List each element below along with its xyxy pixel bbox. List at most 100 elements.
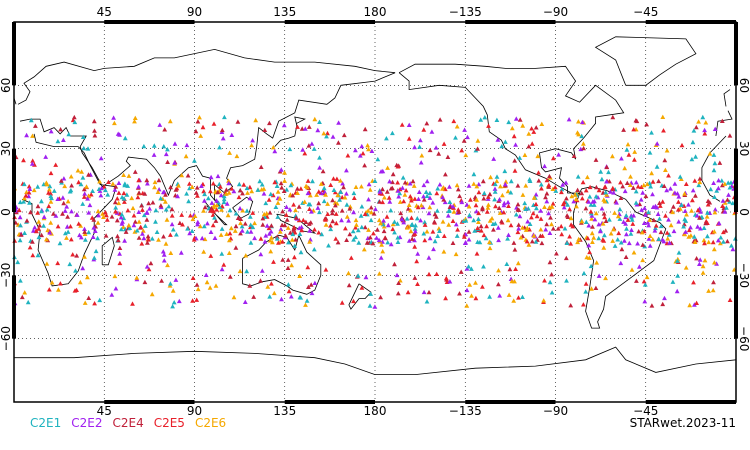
observation-marker xyxy=(585,174,590,180)
observation-marker xyxy=(240,208,246,213)
observation-marker xyxy=(474,251,480,256)
observation-marker xyxy=(205,195,211,201)
top-lon-label: −45 xyxy=(633,5,658,19)
observation-marker xyxy=(571,199,577,204)
observation-marker xyxy=(515,229,521,235)
observation-marker xyxy=(571,153,577,158)
observation-marker xyxy=(44,207,50,212)
observation-marker xyxy=(544,199,550,204)
observation-marker xyxy=(141,235,147,241)
coastline-path xyxy=(274,116,306,147)
observation-marker xyxy=(405,289,411,295)
observation-marker xyxy=(474,209,479,214)
observation-marker xyxy=(624,226,629,231)
observation-marker xyxy=(473,295,479,301)
observation-marker xyxy=(55,224,61,229)
observation-marker xyxy=(279,185,285,190)
observation-marker xyxy=(169,221,175,227)
observation-marker xyxy=(287,207,293,212)
observation-marker xyxy=(457,193,462,199)
observation-marker xyxy=(184,142,190,148)
observation-marker xyxy=(394,272,400,278)
observation-marker xyxy=(215,189,221,195)
observation-marker xyxy=(353,147,358,153)
observation-marker xyxy=(638,197,644,202)
observation-marker xyxy=(469,293,474,298)
observation-marker xyxy=(662,295,667,301)
observation-marker xyxy=(51,188,57,193)
observation-marker xyxy=(727,133,733,138)
observation-marker xyxy=(664,230,670,235)
observation-marker xyxy=(646,223,651,228)
observation-marker xyxy=(68,187,74,193)
observation-marker xyxy=(410,178,416,184)
observation-marker xyxy=(471,181,477,186)
observation-marker xyxy=(446,222,452,227)
observation-marker xyxy=(365,143,370,148)
observation-marker xyxy=(408,208,413,213)
observation-marker xyxy=(138,224,144,230)
observation-marker xyxy=(676,199,681,204)
observation-marker xyxy=(568,215,574,221)
observation-marker xyxy=(443,295,448,301)
observation-marker xyxy=(55,196,61,201)
observation-marker xyxy=(663,213,668,218)
observation-marker xyxy=(481,232,487,238)
observation-marker xyxy=(674,288,680,294)
observation-marker xyxy=(407,194,413,199)
observation-marker xyxy=(509,278,515,284)
observation-marker xyxy=(132,169,138,174)
observation-marker xyxy=(35,210,41,215)
observation-marker xyxy=(220,136,226,141)
observation-marker xyxy=(155,189,161,194)
observation-marker xyxy=(568,241,574,246)
observation-marker xyxy=(262,239,268,244)
observation-marker xyxy=(269,223,274,228)
observation-marker xyxy=(91,225,97,230)
observation-marker xyxy=(467,212,472,218)
observation-marker xyxy=(194,185,200,190)
observation-marker xyxy=(169,213,175,218)
observation-marker xyxy=(168,250,174,255)
observation-marker xyxy=(711,229,717,234)
observation-marker xyxy=(707,151,713,156)
observation-marker xyxy=(110,181,116,186)
observation-marker xyxy=(520,192,526,197)
observation-marker xyxy=(599,206,605,211)
observation-marker xyxy=(367,235,373,240)
observation-marker xyxy=(296,217,302,223)
observation-marker xyxy=(22,290,28,295)
observation-marker xyxy=(635,241,640,246)
observation-marker xyxy=(402,180,408,185)
observation-marker xyxy=(202,204,208,210)
observation-marker xyxy=(344,191,349,196)
observation-marker xyxy=(377,271,382,276)
observation-marker xyxy=(244,185,250,191)
observation-marker xyxy=(494,178,500,184)
observation-marker xyxy=(24,132,29,138)
observation-marker xyxy=(369,148,375,153)
observation-marker xyxy=(136,190,142,195)
observation-marker xyxy=(388,186,394,191)
observation-marker xyxy=(434,190,440,196)
observation-marker xyxy=(267,120,272,126)
observation-marker xyxy=(210,222,216,228)
observation-marker xyxy=(459,199,465,205)
observation-marker xyxy=(47,183,53,189)
bottom-lon-label: 90 xyxy=(187,404,202,418)
observation-marker xyxy=(660,114,666,119)
observation-marker xyxy=(43,154,49,159)
observation-marker xyxy=(714,188,720,193)
observation-marker xyxy=(492,189,498,194)
observation-marker xyxy=(165,262,170,268)
observation-marker xyxy=(250,224,256,230)
observation-marker xyxy=(158,196,164,201)
observation-marker xyxy=(568,303,574,308)
observation-marker xyxy=(176,183,181,188)
observation-marker xyxy=(346,218,351,223)
observation-marker xyxy=(321,131,327,136)
observation-marker xyxy=(17,214,23,220)
observation-marker xyxy=(412,275,418,280)
observation-marker xyxy=(660,237,665,242)
observation-marker xyxy=(353,225,358,230)
